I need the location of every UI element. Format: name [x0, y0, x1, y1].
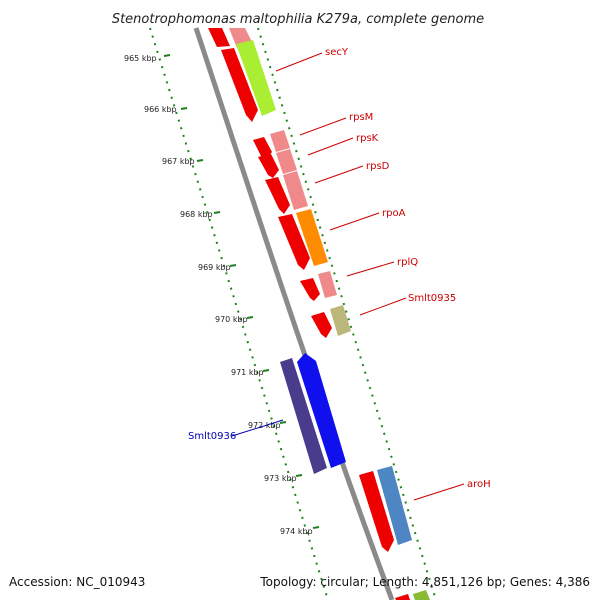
tick-974 — [312, 526, 320, 529]
gene-label-rpsM[interactable]: rpsM — [349, 112, 373, 123]
tick-label-966: 966 kbp — [144, 105, 177, 114]
gene-labels: secY rpsM rpsK rpsD rpoA rplQ Smlt0935 S… — [188, 47, 491, 490]
tick-label-974: 974 kbp — [280, 527, 313, 536]
genome-summary-text: Topology: circular; Length: 4,851,126 bp… — [259, 575, 590, 589]
cds-aroH[interactable] — [359, 471, 394, 552]
gene-label-rpsK[interactable]: rpsK — [356, 133, 379, 144]
cds-secY[interactable] — [221, 48, 258, 122]
tick-971 — [262, 369, 270, 372]
leader-Smlt0935 — [359, 297, 407, 316]
tick-973 — [295, 474, 303, 477]
gene-label-secY[interactable]: secY — [325, 47, 349, 58]
gene-label-rpsD[interactable]: rpsD — [366, 161, 390, 172]
gene-aroH-block[interactable] — [377, 466, 412, 545]
leader-aroH — [413, 483, 465, 501]
tick-970 — [246, 316, 254, 319]
gene-bottom-green[interactable] — [413, 590, 430, 600]
tick-label-970: 970 kbp — [215, 315, 248, 324]
tick-label-973: 973 kbp — [264, 474, 297, 483]
tick-label-965: 965 kbp — [124, 54, 157, 63]
red-cds-track — [208, 28, 410, 600]
gene-rpsM-block[interactable] — [270, 130, 290, 152]
tick-label-967: 967 kbp — [162, 157, 195, 166]
gene-label-Smlt0936[interactable]: Smlt0936 — [188, 431, 236, 442]
leader-rpsD — [314, 165, 364, 184]
tick-965 — [163, 54, 171, 57]
cds-rplQ[interactable] — [300, 278, 320, 301]
leader-rpsK — [307, 137, 354, 156]
gene-label-aroH[interactable]: aroH — [467, 479, 491, 490]
cds-top[interactable] — [208, 28, 230, 47]
gene-rpsD-block[interactable] — [283, 171, 308, 210]
accession-text: Accession: NC_010943 — [9, 575, 145, 589]
gene-secY-block[interactable] — [236, 40, 276, 116]
outer-ruler — [257, 27, 437, 600]
inner-ruler — [149, 27, 329, 600]
tick-968 — [213, 211, 221, 214]
tick-label-969: 969 kbp — [198, 263, 231, 272]
leader-rplQ — [346, 261, 395, 277]
kbp-ticks: 965 kbp 966 kbp 967 kbp 968 kbp 969 kbp … — [124, 54, 320, 536]
leader-rpsM — [299, 117, 347, 136]
cds-rpoA[interactable] — [278, 214, 310, 270]
cds-rpsM[interactable] — [253, 137, 272, 160]
tick-label-968: 968 kbp — [180, 210, 213, 219]
gene-label-rplQ[interactable]: rplQ — [397, 257, 418, 268]
colored-cds-track — [229, 28, 430, 600]
gene-label-Smlt0935[interactable]: Smlt0935 — [408, 293, 456, 304]
tick-972 — [279, 421, 287, 424]
cds-blue-arrow[interactable] — [297, 353, 346, 468]
cds-bottom[interactable] — [395, 594, 410, 600]
blue-cds-track — [280, 353, 346, 474]
gene-Smlt0935-block[interactable] — [330, 305, 351, 336]
leader-rpoA — [329, 212, 380, 231]
cds-rpsK[interactable] — [258, 154, 279, 178]
gene-rpoA-block[interactable] — [296, 209, 328, 266]
leader-Smlt0936 — [231, 419, 284, 437]
cds-rpsD[interactable] — [265, 177, 290, 214]
tick-966 — [180, 107, 188, 110]
genome-backbone — [193, 27, 395, 600]
cds-Smlt0936[interactable] — [280, 358, 327, 474]
leader-lines — [231, 52, 465, 501]
gene-rplQ-block[interactable] — [318, 271, 337, 298]
leader-secY — [275, 52, 323, 72]
gene-label-rpoA[interactable]: rpoA — [382, 208, 406, 219]
tick-969 — [229, 264, 237, 267]
tick-label-971: 971 kbp — [231, 368, 264, 377]
cds-Smlt0935[interactable] — [311, 312, 332, 338]
gene-rpsK-block[interactable] — [276, 149, 297, 174]
map-title: Stenotrophomonas maltophilia K279a, comp… — [112, 12, 484, 27]
tick-967 — [196, 159, 204, 162]
